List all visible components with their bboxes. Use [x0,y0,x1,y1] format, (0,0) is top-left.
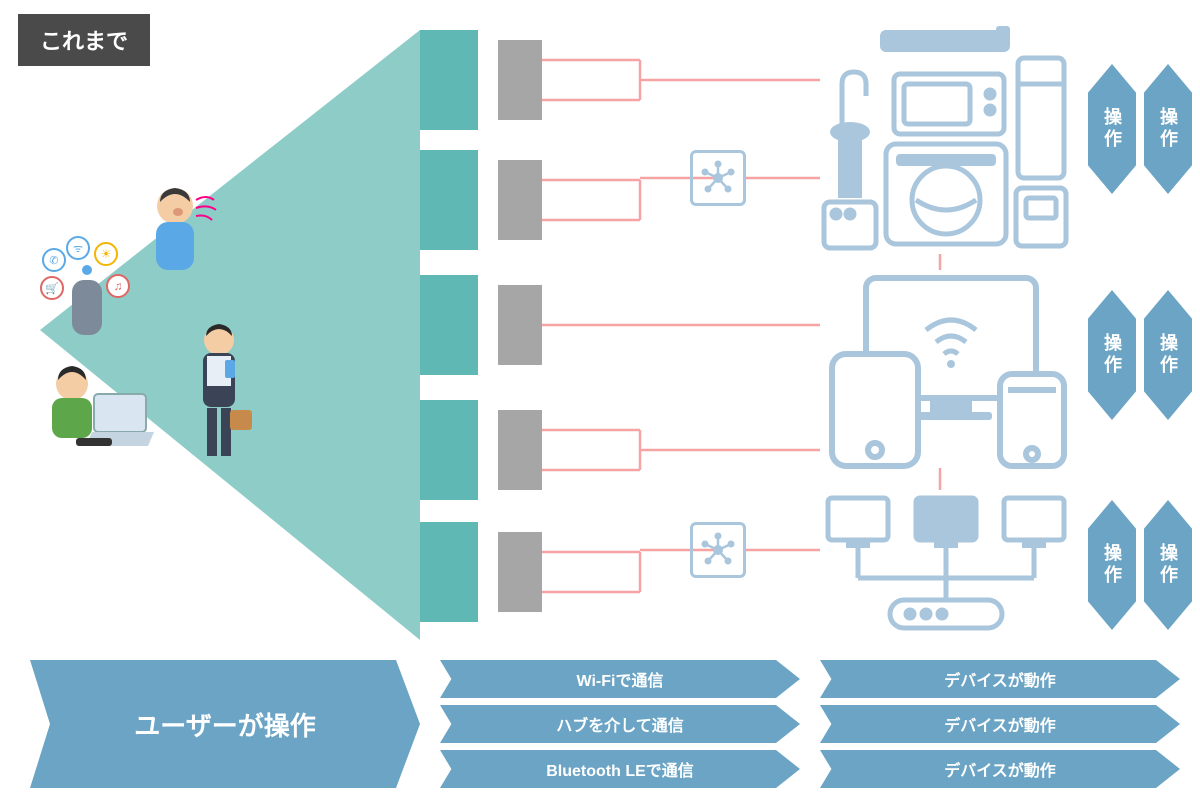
action-diamond-0-1: 操作 [1144,64,1192,194]
svg-text:ᯤ: ᯤ [73,243,83,255]
devices-network [820,490,1070,640]
teal-bar-0 [420,30,478,130]
action-diamond-0-0: 操作 [1088,64,1136,194]
gray-bar-4 [498,532,542,612]
arrow-user-action: ユーザーが操作 [30,660,420,788]
action-diamond-2-0: 操作 [1088,500,1136,630]
user-laptop [22,360,162,475]
arrow-mid-1: ハブを介して通信 [440,705,800,743]
user-speaking [130,180,220,295]
gray-bar-3 [498,410,542,490]
teal-bar-1 [420,150,478,250]
arrow-mid-0: Wi-Fiで通信 [440,660,800,698]
gray-bar-1 [498,160,542,240]
action-diamond-2-1: 操作 [1144,500,1192,630]
teal-bar-3 [420,400,478,500]
gray-bar-2 [498,285,542,365]
teal-bar-2 [420,275,478,375]
action-diamond-1-1: 操作 [1144,290,1192,420]
arrow-mid-2: Bluetooth LEで通信 [440,750,800,788]
arrow-right-2: デバイスが動作 [820,750,1180,788]
arrow-right-1: デバイスが動作 [820,705,1180,743]
action-diamond-1-0: 操作 [1088,290,1136,420]
svg-text:✆: ✆ [49,255,58,267]
svg-text:♫: ♫ [114,279,123,293]
gray-bar-0 [498,40,542,120]
devices-appliances [820,24,1070,254]
user-phone [175,320,265,475]
devices-screens [820,270,1070,470]
teal-bar-4 [420,522,478,622]
hub-1 [690,522,746,578]
svg-text:☀: ☀ [101,247,112,261]
hub-0 [690,150,746,206]
arrow-right-0: デバイスが動作 [820,660,1180,698]
svg-text:🛒: 🛒 [45,282,59,295]
